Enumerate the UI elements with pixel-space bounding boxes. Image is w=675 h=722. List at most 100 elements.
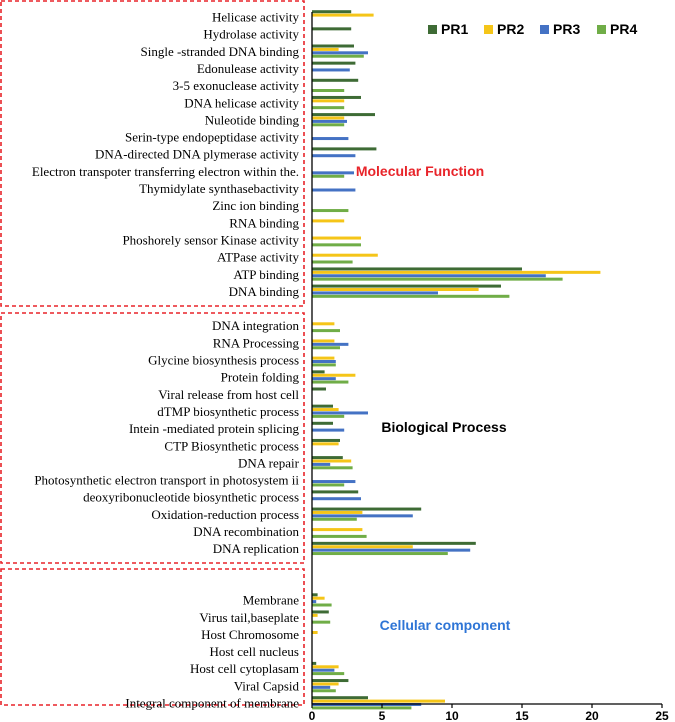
category-label: DNA repair: [238, 455, 300, 470]
category-label: DNA helicase activity: [184, 95, 299, 110]
bar-atpase-activity-pr4: [312, 260, 353, 264]
x-tick-label: 0: [309, 709, 316, 722]
section-label-biological-process: Biological Process: [381, 419, 506, 435]
bar-hydrolase-activity-pr1: [312, 27, 352, 31]
bar-dna-repair-pr2: [312, 459, 352, 463]
category-label: Hydrolase activity: [203, 27, 299, 42]
group-box-biological-process: [0, 312, 305, 564]
category-label: Nuleotide binding: [205, 112, 300, 127]
category-label: DNA-directed DNA plymerase activity: [95, 147, 299, 162]
bar-dtmp-biosynthetic-process-pr4: [312, 414, 345, 418]
bar-rna-processing-pr4: [312, 346, 340, 350]
bar-dna-repair-pr4: [312, 466, 353, 470]
bar-dna-recombination-pr4: [312, 534, 367, 538]
legend-swatch-pr4: [597, 25, 606, 34]
legend-swatch-pr3: [540, 25, 549, 34]
bar-dna-integration-pr2: [312, 322, 335, 326]
bar-glycine-biosynthesis-process-pr2: [312, 356, 335, 360]
bar-membrane-pr4: [312, 603, 332, 607]
category-labels: Helicase activity Hydrolase activity Singl…: [32, 10, 300, 711]
bar-host-cell-cytoplasam-pr3: [312, 668, 335, 672]
bar-viral-capsid-pr1: [312, 679, 349, 683]
category-label: CTP Biosynthetic process: [164, 438, 299, 453]
bar-viral-release-from-host-cell-pr1: [312, 387, 326, 391]
bars: [312, 10, 601, 710]
category-label: Integral component of membrane: [125, 696, 299, 711]
bar-dna-binding-pr2: [312, 288, 479, 291]
bar-dna-directed-dna-plymerase-activity-pr3: [312, 154, 356, 158]
category-label: DNA integration: [212, 318, 300, 333]
bar-host-cell-cytoplasam-pr1: [312, 661, 317, 665]
bar-membrane-pr2: [312, 596, 325, 600]
category-label: DNA recombination: [193, 524, 299, 539]
bar-photosynthetic-electron-transport-in-photosystem-ii-pr3: [312, 480, 356, 484]
legend-label-pr2: PR2: [497, 21, 524, 37]
bar-dna-integration-pr4: [312, 329, 340, 333]
bar-serin-type-endopeptidase-activity-pr3: [312, 137, 349, 141]
bar-dna-directed-dna-plymerase-activity-pr1: [312, 147, 377, 151]
bar-atp-binding-pr4: [312, 277, 563, 281]
bar-intein-mediated-protein-splicing-pr3: [312, 428, 345, 432]
section-label-molecular-function: Molecular Function: [356, 163, 484, 179]
bar-helicase-activity-pr2: [312, 13, 374, 17]
bar-oxidation-reduction-process-pr1: [312, 507, 422, 511]
category-label: Virus tail,baseplate: [199, 610, 299, 625]
category-label: Host cell cytoplasam: [190, 661, 299, 676]
bar-thymidylate-synthasebactivity-pr3: [312, 188, 356, 192]
bar-dna-repair-pr3: [312, 462, 331, 466]
category-label: DNA binding: [229, 284, 300, 299]
category-label: Viral release from host cell: [158, 387, 299, 402]
category-label: Intein -mediated protein splicing: [129, 421, 300, 436]
x-tick-label: 20: [585, 709, 599, 722]
bar-phoshorely-sensor-kinase-activity-pr2: [312, 236, 361, 240]
category-label: Host Chromosome: [201, 627, 299, 642]
bar-atp-binding-pr2: [312, 270, 601, 274]
bar-dna-replication-pr4: [312, 552, 448, 556]
bar-integral-component-of-membrane-pr1: [312, 696, 368, 700]
legend-label-pr4: PR4: [610, 21, 637, 37]
x-tick-label: 10: [445, 709, 459, 722]
bar-dtmp-biosynthetic-process-pr2: [312, 408, 339, 412]
bar-deoxyribonucleotide-biosynthetic-process-pr3: [312, 497, 361, 501]
bar-dna-binding-pr1: [312, 284, 501, 288]
bar-dna-replication-pr1: [312, 541, 476, 545]
bar-3-5-exonuclease-activity-pr1: [312, 78, 359, 82]
bar-ctp-biosynthetic-process-pr2: [312, 442, 339, 446]
legend-label-pr1: PR1: [441, 21, 468, 37]
bar-phoshorely-sensor-kinase-activity-pr4: [312, 243, 361, 247]
bar-intein-mediated-protein-splicing-pr1: [312, 421, 333, 425]
x-axis: 0 5 10 15 20 25: [309, 12, 669, 722]
bar-virus-tail-baseplate-pr1: [312, 610, 329, 614]
bar-protein-folding-pr4: [312, 380, 349, 384]
bar-protein-folding-pr2: [312, 373, 356, 377]
category-label: RNA binding: [229, 215, 299, 230]
bar-dtmp-biosynthetic-process-pr3: [312, 411, 368, 415]
bar-nuleotide-binding-pr1: [312, 113, 375, 117]
category-label: Host cell nucleus: [209, 644, 299, 659]
bar-atp-binding-pr3: [312, 274, 546, 278]
bar-viral-capsid-pr4: [312, 689, 336, 693]
bar-dna-binding-pr3: [312, 291, 438, 295]
section-label-cellular-component: Cellular component: [380, 617, 511, 633]
bar-protein-folding-pr1: [312, 370, 325, 374]
category-label: ATP binding: [233, 267, 299, 282]
bar-dna-binding-pr4: [312, 294, 510, 298]
legend-label-pr3: PR3: [553, 21, 580, 37]
category-label: 3-5 exonuclease activity: [173, 78, 300, 93]
section-labels: Molecular Function Biological Process Cell…: [356, 163, 511, 633]
bar-glycine-biosynthesis-process-pr4: [312, 363, 336, 367]
bar-rna-binding-pr2: [312, 219, 345, 223]
legend-swatch-pr2: [484, 25, 493, 34]
category-label: Viral Capsid: [234, 678, 300, 693]
bar-single-stranded-dna-binding-pr2: [312, 47, 339, 51]
bar-single-stranded-dna-binding-pr1: [312, 44, 354, 48]
bar-edonulease-activity-pr1: [312, 61, 356, 65]
bar-edonulease-activity-pr3: [312, 68, 350, 72]
bar-nuleotide-binding-pr3: [312, 119, 347, 123]
category-label: Serin-type endopeptidase activity: [125, 130, 300, 145]
bar-rna-processing-pr3: [312, 342, 349, 346]
bar-dna-helicase-activity-pr2: [312, 99, 345, 103]
bar-dna-recombination-pr2: [312, 528, 363, 532]
bar-host-chromosome-pr2: [312, 631, 318, 634]
